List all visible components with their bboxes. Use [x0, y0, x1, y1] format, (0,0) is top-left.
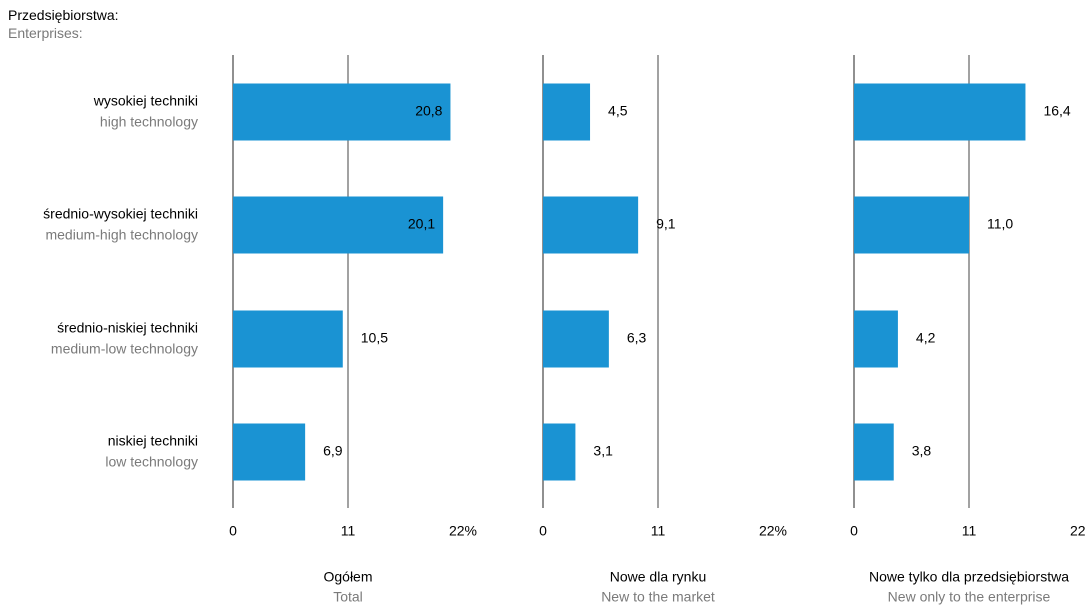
panel-title-pl: Nowe dla rynku — [610, 569, 707, 585]
data-label: 16,4 — [1043, 103, 1070, 119]
data-label: 20,1 — [408, 216, 435, 232]
bar — [233, 310, 343, 368]
data-label: 6,3 — [627, 330, 647, 346]
panel-title-en: New only to the enterprise — [888, 589, 1051, 605]
x-tick-label: 11 — [651, 523, 666, 539]
x-tick-label: 22% — [449, 523, 477, 539]
bar — [543, 196, 639, 254]
data-label: 11,0 — [987, 216, 1013, 232]
category-label-en: medium-low technology — [51, 341, 198, 357]
x-tick-label: 11 — [962, 523, 977, 539]
x-tick-label: 22% — [1070, 523, 1085, 539]
data-label: 4,2 — [916, 330, 936, 346]
header-title-en: Enterprises: — [8, 25, 83, 41]
data-label: 3,1 — [593, 443, 613, 459]
bar — [233, 196, 444, 254]
panel-title-pl: Nowe tylko dla przedsiębiorstwa — [869, 569, 1069, 585]
bar — [854, 423, 894, 481]
data-label: 4,5 — [608, 103, 628, 119]
category-label-en: low technology — [105, 454, 198, 470]
data-label: 10,5 — [361, 330, 388, 346]
bar — [854, 83, 1026, 141]
data-label: 6,9 — [323, 443, 343, 459]
x-tick-label: 11 — [341, 523, 356, 539]
bar — [233, 423, 306, 481]
category-label-en: high technology — [100, 114, 198, 130]
header-title-pl: Przedsiębiorstwa: — [8, 7, 119, 23]
data-label: 20,8 — [415, 103, 442, 119]
category-label-pl: wysokiej techniki — [93, 93, 198, 109]
bar — [543, 310, 609, 368]
panel-title-en: New to the market — [601, 589, 715, 605]
category-label-pl: niskiej techniki — [108, 433, 198, 449]
x-tick-label: 0 — [539, 523, 547, 539]
category-label-pl: średnio-wysokiej techniki — [43, 206, 198, 222]
category-label-en: medium-high technology — [45, 227, 198, 243]
bar — [233, 83, 451, 141]
bar — [854, 310, 898, 368]
bar — [543, 83, 591, 141]
data-label: 9,1 — [656, 216, 676, 232]
x-tick-label: 0 — [850, 523, 858, 539]
x-tick-label: 22% — [759, 523, 787, 539]
x-tick-label: 0 — [229, 523, 237, 539]
bar — [543, 423, 576, 481]
chart-header: Przedsiębiorstwa: Enterprises: — [8, 6, 119, 42]
panel-title-pl: Ogółem — [323, 569, 372, 585]
data-label: 3,8 — [912, 443, 932, 459]
bar — [854, 196, 969, 254]
panel-title-en: Total — [333, 589, 363, 605]
category-label-pl: średnio-niskiej techniki — [57, 320, 198, 336]
